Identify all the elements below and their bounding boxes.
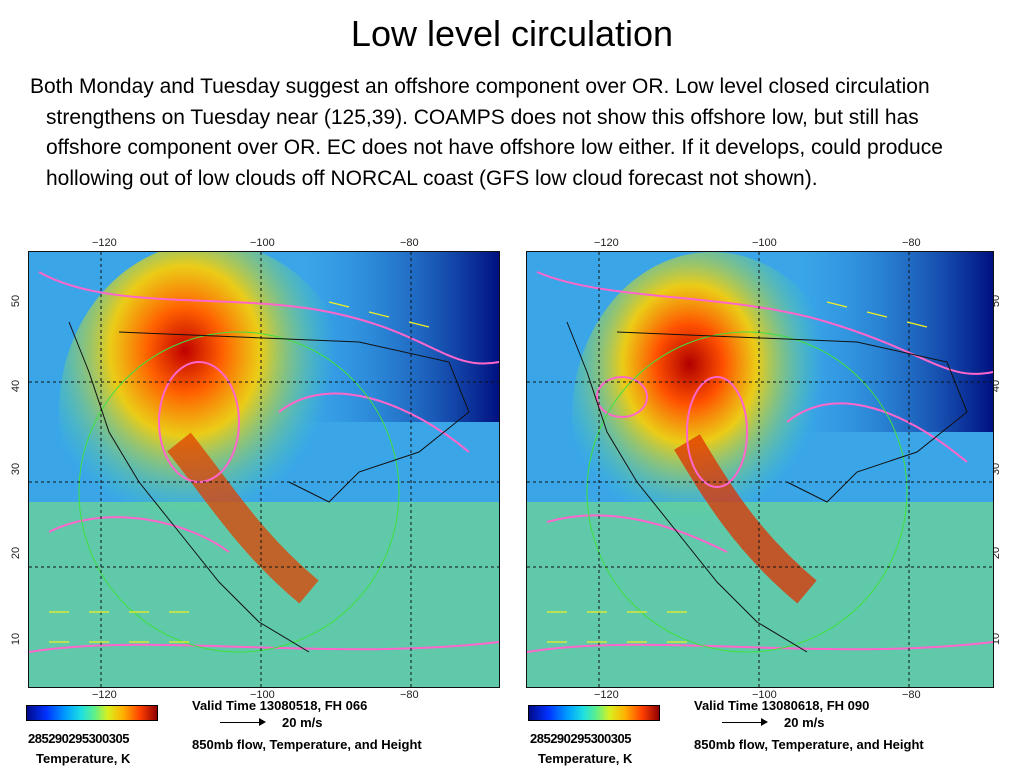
lat-label-left: 20: [10, 546, 23, 560]
field-description: 850mb flow, Temperature, and Height: [694, 737, 924, 752]
temperature-colorbar: [528, 705, 660, 721]
slide-title: Low level circulation: [350, 13, 674, 54]
colorbar-ticks: 285290295300305: [28, 731, 129, 746]
field-description: 850mb flow, Temperature, and Height: [192, 737, 422, 752]
valid-time: Valid Time 13080618, FH 090: [694, 698, 870, 713]
wind-reference: 20 m/s: [220, 715, 420, 730]
colorbar-ticks: 285290295300305: [530, 731, 631, 746]
wind-ref-label: 20 m/s: [784, 715, 825, 730]
temperature-map: [526, 251, 994, 688]
map-panel-right: −120 −100 −80 50 40 30 20 10: [522, 235, 1002, 768]
colorbar-label: Temperature, K: [36, 751, 131, 766]
lon-label-top: −80: [400, 237, 419, 249]
temperature-map: [28, 251, 500, 688]
map-graphic: [29, 252, 499, 687]
lon-label-top: −80: [902, 237, 921, 249]
wind-ref-label: 20 m/s: [282, 715, 323, 730]
lat-label-left: 50: [10, 294, 23, 308]
map-graphic: [527, 252, 993, 687]
lon-label-bottom: −80: [400, 689, 419, 701]
lon-label-top: −120: [92, 237, 117, 249]
wind-arrow-icon: [220, 718, 266, 726]
lat-label-left: 10: [10, 632, 23, 646]
lon-label-top: −100: [752, 237, 777, 249]
lon-label-bottom: −100: [250, 689, 275, 701]
slide-body: Both Monday and Tuesday suggest an offsh…: [30, 72, 990, 194]
lon-label-bottom: −120: [92, 689, 117, 701]
temperature-colorbar: [26, 705, 158, 721]
map-panel-left: −120 −100 −80 50 40 30 20 10: [10, 235, 500, 768]
lat-label-left: 40: [10, 379, 23, 393]
lat-label-left: 30: [10, 462, 23, 476]
slide-body-text: Both Monday and Tuesday suggest an offsh…: [30, 75, 943, 190]
lon-label-top: −100: [250, 237, 275, 249]
lon-label-bottom: −120: [594, 689, 619, 701]
valid-time: Valid Time 13080518, FH 066: [192, 698, 368, 713]
lon-label-top: −120: [594, 237, 619, 249]
wind-arrow-icon: [722, 718, 768, 726]
lon-label-bottom: −80: [902, 689, 921, 701]
wind-reference: 20 m/s: [722, 715, 922, 730]
colorbar-label: Temperature, K: [538, 751, 633, 766]
lon-label-bottom: −100: [752, 689, 777, 701]
